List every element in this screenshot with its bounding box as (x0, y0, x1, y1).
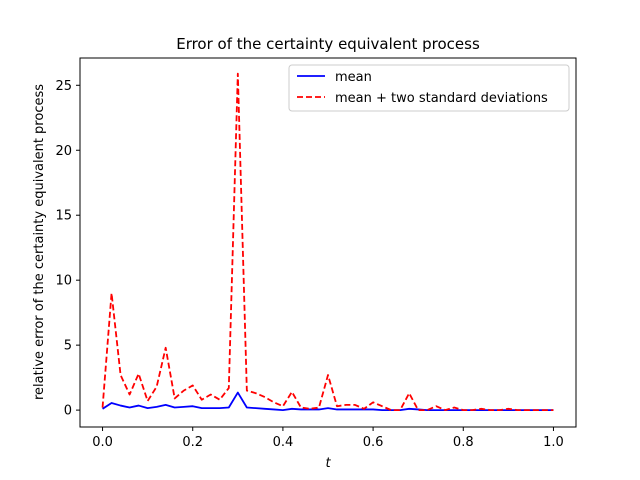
chart-title: Error of the certainty equivalent proces… (176, 35, 480, 53)
legend-label-mean: mean (335, 70, 372, 85)
x-tick-label: 1.0 (543, 435, 564, 450)
series-line-mean-plus-two-sd (101, 72, 554, 412)
legend: mean mean + two standard deviations (288, 64, 570, 112)
y-axis-ticks: 0 5 10 15 20 25 (55, 79, 80, 419)
x-axis-ticks: 0.0 0.2 0.4 0.6 0.8 1.0 (92, 427, 564, 450)
y-tick-label: 25 (55, 79, 72, 94)
y-tick-label: 20 (55, 144, 72, 159)
x-tick-label: 0.0 (92, 435, 113, 450)
plot-area (101, 72, 554, 412)
x-tick-label: 0.2 (182, 435, 203, 450)
y-tick-label: 10 (55, 274, 72, 289)
legend-box (288, 64, 570, 112)
x-tick-label: 0.8 (453, 435, 474, 450)
x-tick-label: 0.6 (363, 435, 384, 450)
y-axis-label: relative error of the certainty equivale… (32, 84, 47, 400)
axes-frame (79, 57, 577, 428)
y-tick-label: 5 (64, 339, 72, 354)
x-tick-label: 0.4 (273, 435, 294, 450)
y-tick-label: 0 (64, 404, 72, 419)
x-axis-label: t (325, 456, 331, 471)
series-line-mean (102, 391, 554, 412)
y-tick-label: 15 (55, 209, 72, 224)
legend-label-mean-plus-two-sd: mean + two standard deviations (335, 91, 548, 106)
